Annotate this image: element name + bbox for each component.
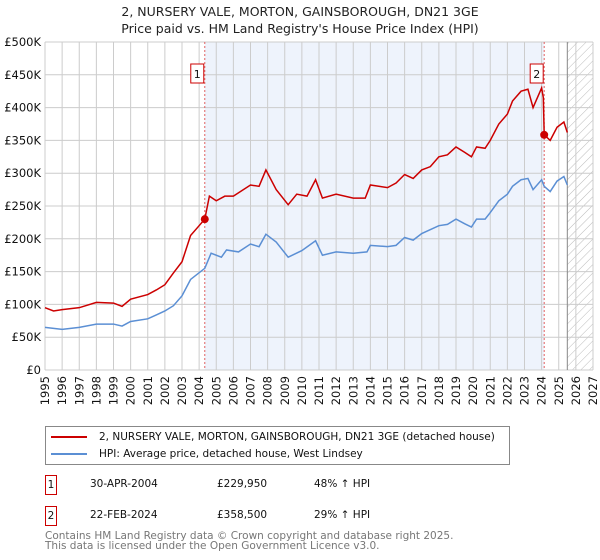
x-tick-label: 2004 [192,376,206,405]
transaction-badge: 2 [45,506,57,526]
sale-badge-label: 2 [533,68,540,81]
footer-line2: This data is licensed under the Open Gov… [45,540,380,552]
x-tick-label: 2010 [295,376,309,405]
x-tick-label: 2023 [518,376,532,405]
y-tick-label: £500K [4,35,41,49]
x-tick-label: 2002 [158,376,172,405]
y-tick-label: £150K [4,265,41,279]
y-tick-label: £350K [4,133,41,147]
sale-point [540,130,549,139]
x-tick-label: 2006 [226,376,240,405]
y-tick-label: £50K [12,330,42,344]
x-tick-label: 2005 [209,376,223,405]
x-tick-label: 2019 [449,376,463,405]
x-tick-label: 2000 [124,376,138,405]
legend-hpi: HPI: Average price, detached house, West… [99,448,363,460]
x-tick-label: 2007 [244,376,258,405]
sale-point [200,215,209,224]
x-tick-label: 2016 [398,376,412,405]
x-tick-label: 1999 [107,376,121,405]
chart-subtitle: Price paid vs. HM Land Registry's House … [121,21,479,36]
sale-badge-label: 1 [194,68,201,81]
y-tick-label: £300K [4,166,41,180]
transaction-date: 22-FEB-2024 [90,509,158,521]
price-chart: 1995 1996 1997 1998 1999 2000 2001 2002 2003 2004… [4,35,600,405]
sale-badge-box [190,63,205,84]
x-tick-label: 2012 [329,376,343,405]
footer: Contains HM Land Registry data © Crown c… [45,530,454,552]
x-tick-label: 1996 [55,376,69,405]
legend-swatch-hpi [51,453,87,455]
property-price-line [44,85,569,312]
x-tick-label: 2009 [278,376,292,405]
x-tick-label: 2027 [586,376,600,405]
x-tick-label: 2014 [363,376,377,405]
x-tick-label: 1997 [72,376,86,405]
x-tick-label: 2024 [535,376,549,405]
x-tick-label: 2025 [552,376,566,405]
legend: 2, NURSERY VALE, MORTON, GAINSBOROUGH, D… [45,426,510,465]
x-tick-label: 2003 [175,376,189,405]
legend-property: 2, NURSERY VALE, MORTON, GAINSBOROUGH, D… [99,431,495,443]
y-tick-label: £200K [4,232,41,246]
transaction-hpi: 48% ↑ HPI [314,478,371,490]
x-tick-label: 2017 [415,376,429,405]
y-tick-label: £250K [4,199,41,213]
legend-swatch-property [51,436,87,438]
hpi-line [44,175,569,331]
x-tick-label: 2001 [141,376,155,405]
x-tick-label: 2021 [483,376,497,405]
transaction-badge: 1 [45,475,57,495]
y-tick-label: £450K [4,68,41,82]
transaction-price: £358,500 [217,509,268,521]
x-tick-label: 1998 [89,376,103,405]
x-tick-label: 2018 [432,376,446,405]
x-tick-label: 2015 [381,376,395,405]
x-tick-label: 2011 [312,376,326,405]
y-tick-label: £0 [26,363,41,377]
chart-title: 2, NURSERY VALE, MORTON, GAINSBOROUGH, D… [121,4,479,19]
x-tick-label: 2026 [569,376,583,405]
x-tick-label: 2013 [346,376,360,405]
x-tick-label: 2022 [500,376,514,405]
x-tick-label: 2008 [261,376,275,405]
x-tick-label: 1995 [38,376,52,405]
transaction-date: 30-APR-2004 [90,478,158,490]
x-tick-label: 2020 [466,376,480,405]
footer-line1: Contains HM Land Registry data © Crown c… [45,530,454,542]
y-tick-label: £400K [4,101,41,115]
sale-badge-box [529,63,544,84]
transaction-hpi: 29% ↑ HPI [314,509,371,521]
transaction-price: £229,950 [217,478,268,490]
y-tick-label: £100K [4,297,41,311]
